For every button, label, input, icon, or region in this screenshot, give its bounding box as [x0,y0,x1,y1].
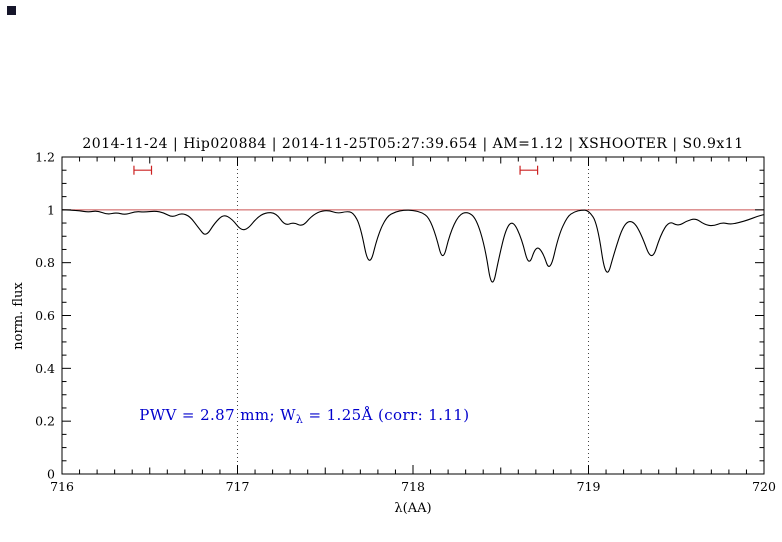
axis-box [61,156,765,475]
y-tick-label: 0.4 [35,361,55,376]
spectrum-line [61,209,765,283]
plot-layers: 716 717 718 719 720 0 0.2 0.4 0.6 0.8 1 1.2 [35,150,776,495]
x-tick-label: 717 [226,479,250,494]
x-tick-label: 719 [577,479,601,494]
y-tick-label: 1 [47,202,55,217]
y-tick-label: 0.8 [35,255,55,270]
y-tick-label: 0 [47,467,55,482]
annotation-text: PWV = 2.87 mm; Wλ = 1.25Å (corr: 1.11) [139,406,469,426]
x-tick-label: 718 [401,479,425,494]
y-tick-label: 0.6 [35,308,55,323]
annotation-pre: PWV = 2.87 mm; W [139,406,296,424]
y-tick-label: 1.2 [35,150,55,165]
corner-artifact [7,6,16,15]
y-axis-label: norm. flux [11,282,26,350]
annotation-post: = 1.25Å (corr: 1.11) [303,406,469,424]
annotation-sub: λ [296,413,303,426]
y-tick-label: 0.2 [35,414,55,429]
x-tick-label: 720 [752,479,776,494]
x-tick-label: 716 [50,479,74,494]
x-axis-label: λ(AA) [394,501,431,516]
plot-title: 2014-11-24 | Hip020884 | 2014-11-25T05:2… [82,136,743,152]
